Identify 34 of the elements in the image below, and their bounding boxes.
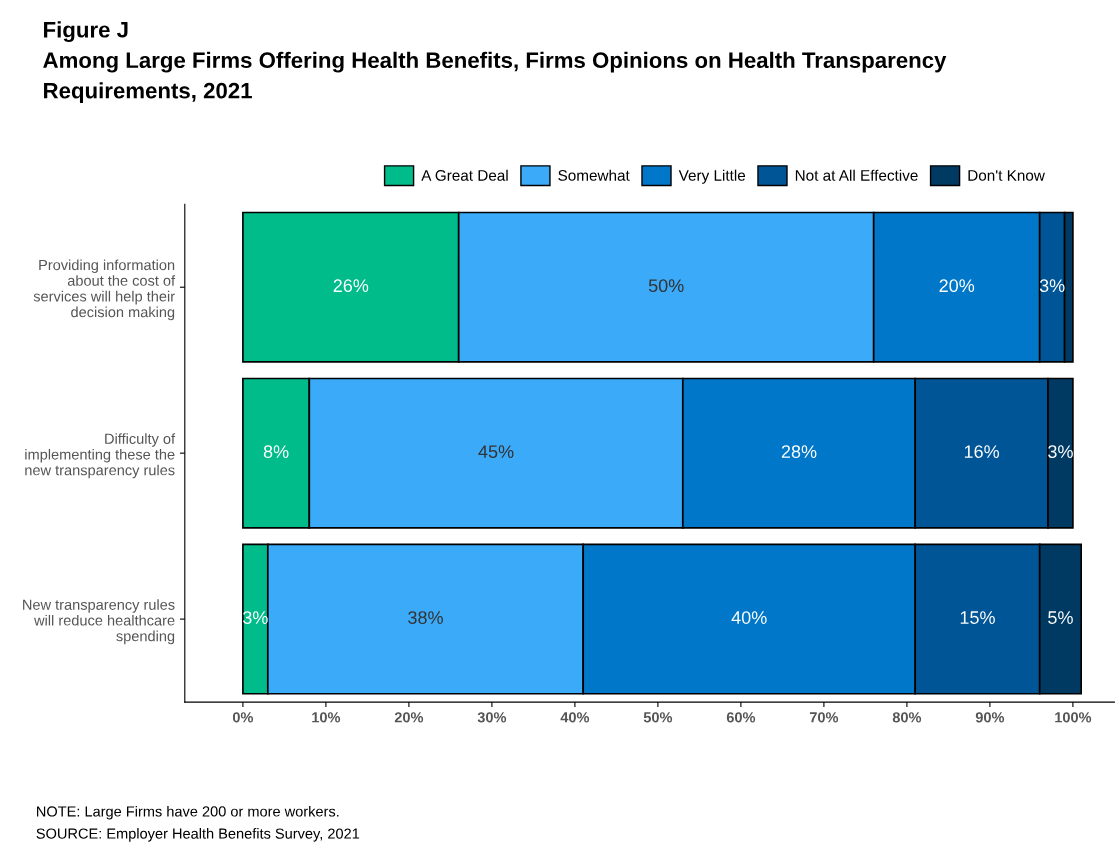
x-tick-label: 20%: [394, 712, 424, 723]
data-label: 3%: [1048, 445, 1073, 458]
text: NOTE: Large Firms have 200 or more workers.: [37, 805, 339, 820]
legend-label: Not at All Effective: [795, 169, 918, 181]
legend-label: A Great Deal: [421, 169, 508, 181]
data-label: 20%: [939, 279, 975, 293]
y-tick-label: Providing information about the cost of services will help their decision making: [33, 259, 176, 321]
data-label: 38%: [408, 611, 443, 624]
legend-label: Very Little: [678, 169, 746, 184]
x-tick-label: 80%: [892, 712, 922, 723]
x-tick-label: 30%: [477, 712, 507, 723]
y-tick-label: Difficulty of implementing these the new transparency rules: [25, 433, 176, 479]
data-label: 45%: [478, 445, 514, 458]
x-tick-label: 50%: [643, 712, 673, 723]
data-label: 28%: [781, 445, 817, 458]
x-tick-label: 90%: [975, 712, 1005, 723]
data-label: 15%: [960, 611, 995, 624]
source-note: SOURCE: Employer Health Benefits Survey, 2021: [36, 828, 360, 842]
legend-label: Somewhat: [558, 169, 630, 181]
x-tick-label: 60%: [726, 712, 756, 723]
x-tick-label: 40%: [560, 712, 590, 723]
x-tick-label: 70%: [809, 712, 839, 723]
data-label: 26%: [333, 279, 369, 293]
x-tick-label: 0%: [232, 712, 254, 723]
x-tick-label: 100%: [1055, 712, 1092, 723]
data-label: 5%: [1048, 611, 1073, 624]
data-label: 8%: [263, 445, 289, 458]
chart-title: Figure J Among Large Firms Offering Health Benefits, Firms Opinions on Health Transparency Requirements, 2021: [43, 21, 947, 103]
y-tick-label: New transparency rules will reduce healthcare spending: [23, 599, 175, 645]
data-label: 16%: [964, 445, 1000, 458]
data-label: 40%: [731, 611, 767, 624]
x-tick-label: 10%: [312, 712, 341, 723]
data-label: 50%: [648, 279, 684, 293]
legend-label: Don't Know: [968, 170, 1045, 181]
